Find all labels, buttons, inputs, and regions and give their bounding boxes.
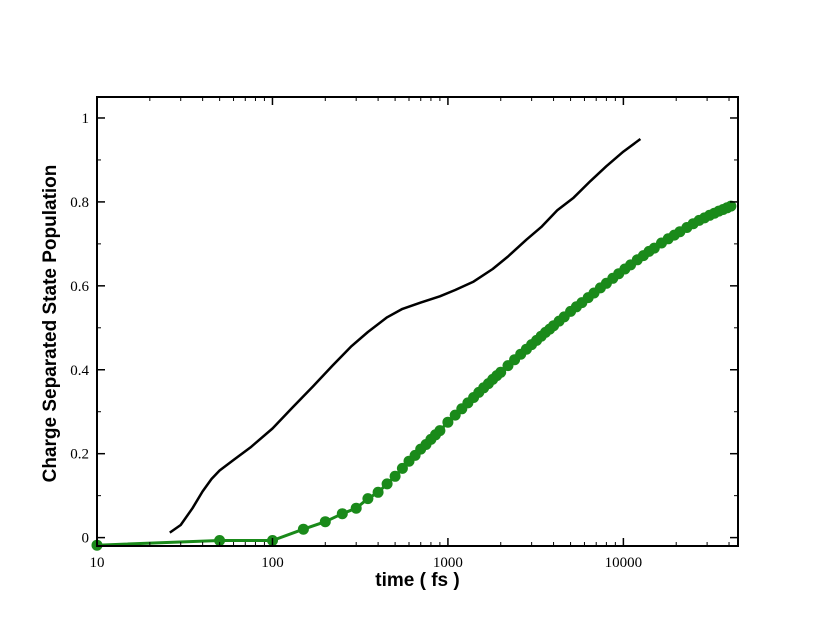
series-2-point — [396, 462, 408, 474]
y-tick-label: 0.8 — [70, 195, 89, 211]
series-2-point — [350, 502, 362, 514]
series-2-point — [297, 523, 309, 535]
series-2-point — [495, 366, 507, 378]
y-tick-label: 0.2 — [70, 447, 89, 463]
plot-area — [91, 137, 737, 551]
plot-frame — [96, 96, 739, 547]
x-tick-label: 10000 — [605, 555, 643, 571]
y-axis-title: Charge Separated State Population — [40, 165, 61, 483]
series-2-point — [389, 470, 401, 482]
series-2-point — [214, 535, 226, 546]
x-axis-title: time ( fs ) — [375, 570, 459, 591]
axis-ticks: 10 100 1000 10000 0 0.2 0.4 0.6 0.8 1 — [70, 97, 738, 571]
series-2-point — [434, 425, 446, 437]
x-tick-label: 10 — [90, 555, 105, 571]
series-1 — [169, 137, 642, 534]
x-tick-label: 1000 — [433, 555, 463, 571]
series-2 — [91, 200, 737, 551]
series-2-point — [319, 516, 331, 528]
x-tick-label: 100 — [261, 555, 284, 571]
series-2-point — [442, 416, 454, 428]
series-2-point — [372, 486, 384, 498]
y-tick-label: 0.4 — [70, 363, 89, 379]
series-2-point — [362, 493, 374, 505]
series-2-point — [725, 200, 737, 212]
y-tick-label: 0.6 — [70, 279, 89, 295]
series-2-point — [336, 508, 348, 520]
y-tick-label: 0 — [82, 531, 90, 547]
series-1-line — [169, 137, 642, 534]
series-2-point — [381, 478, 393, 490]
y-tick-label: 1 — [82, 111, 90, 127]
